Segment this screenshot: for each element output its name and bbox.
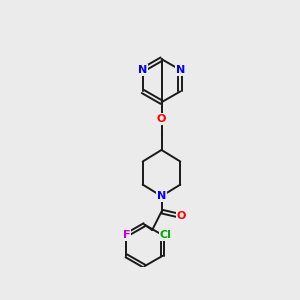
Text: F: F <box>123 230 130 240</box>
Text: N: N <box>157 191 166 201</box>
Text: O: O <box>177 211 186 221</box>
Text: O: O <box>157 114 166 124</box>
Text: N: N <box>138 65 147 75</box>
Text: Cl: Cl <box>160 230 172 240</box>
Text: N: N <box>176 65 185 75</box>
